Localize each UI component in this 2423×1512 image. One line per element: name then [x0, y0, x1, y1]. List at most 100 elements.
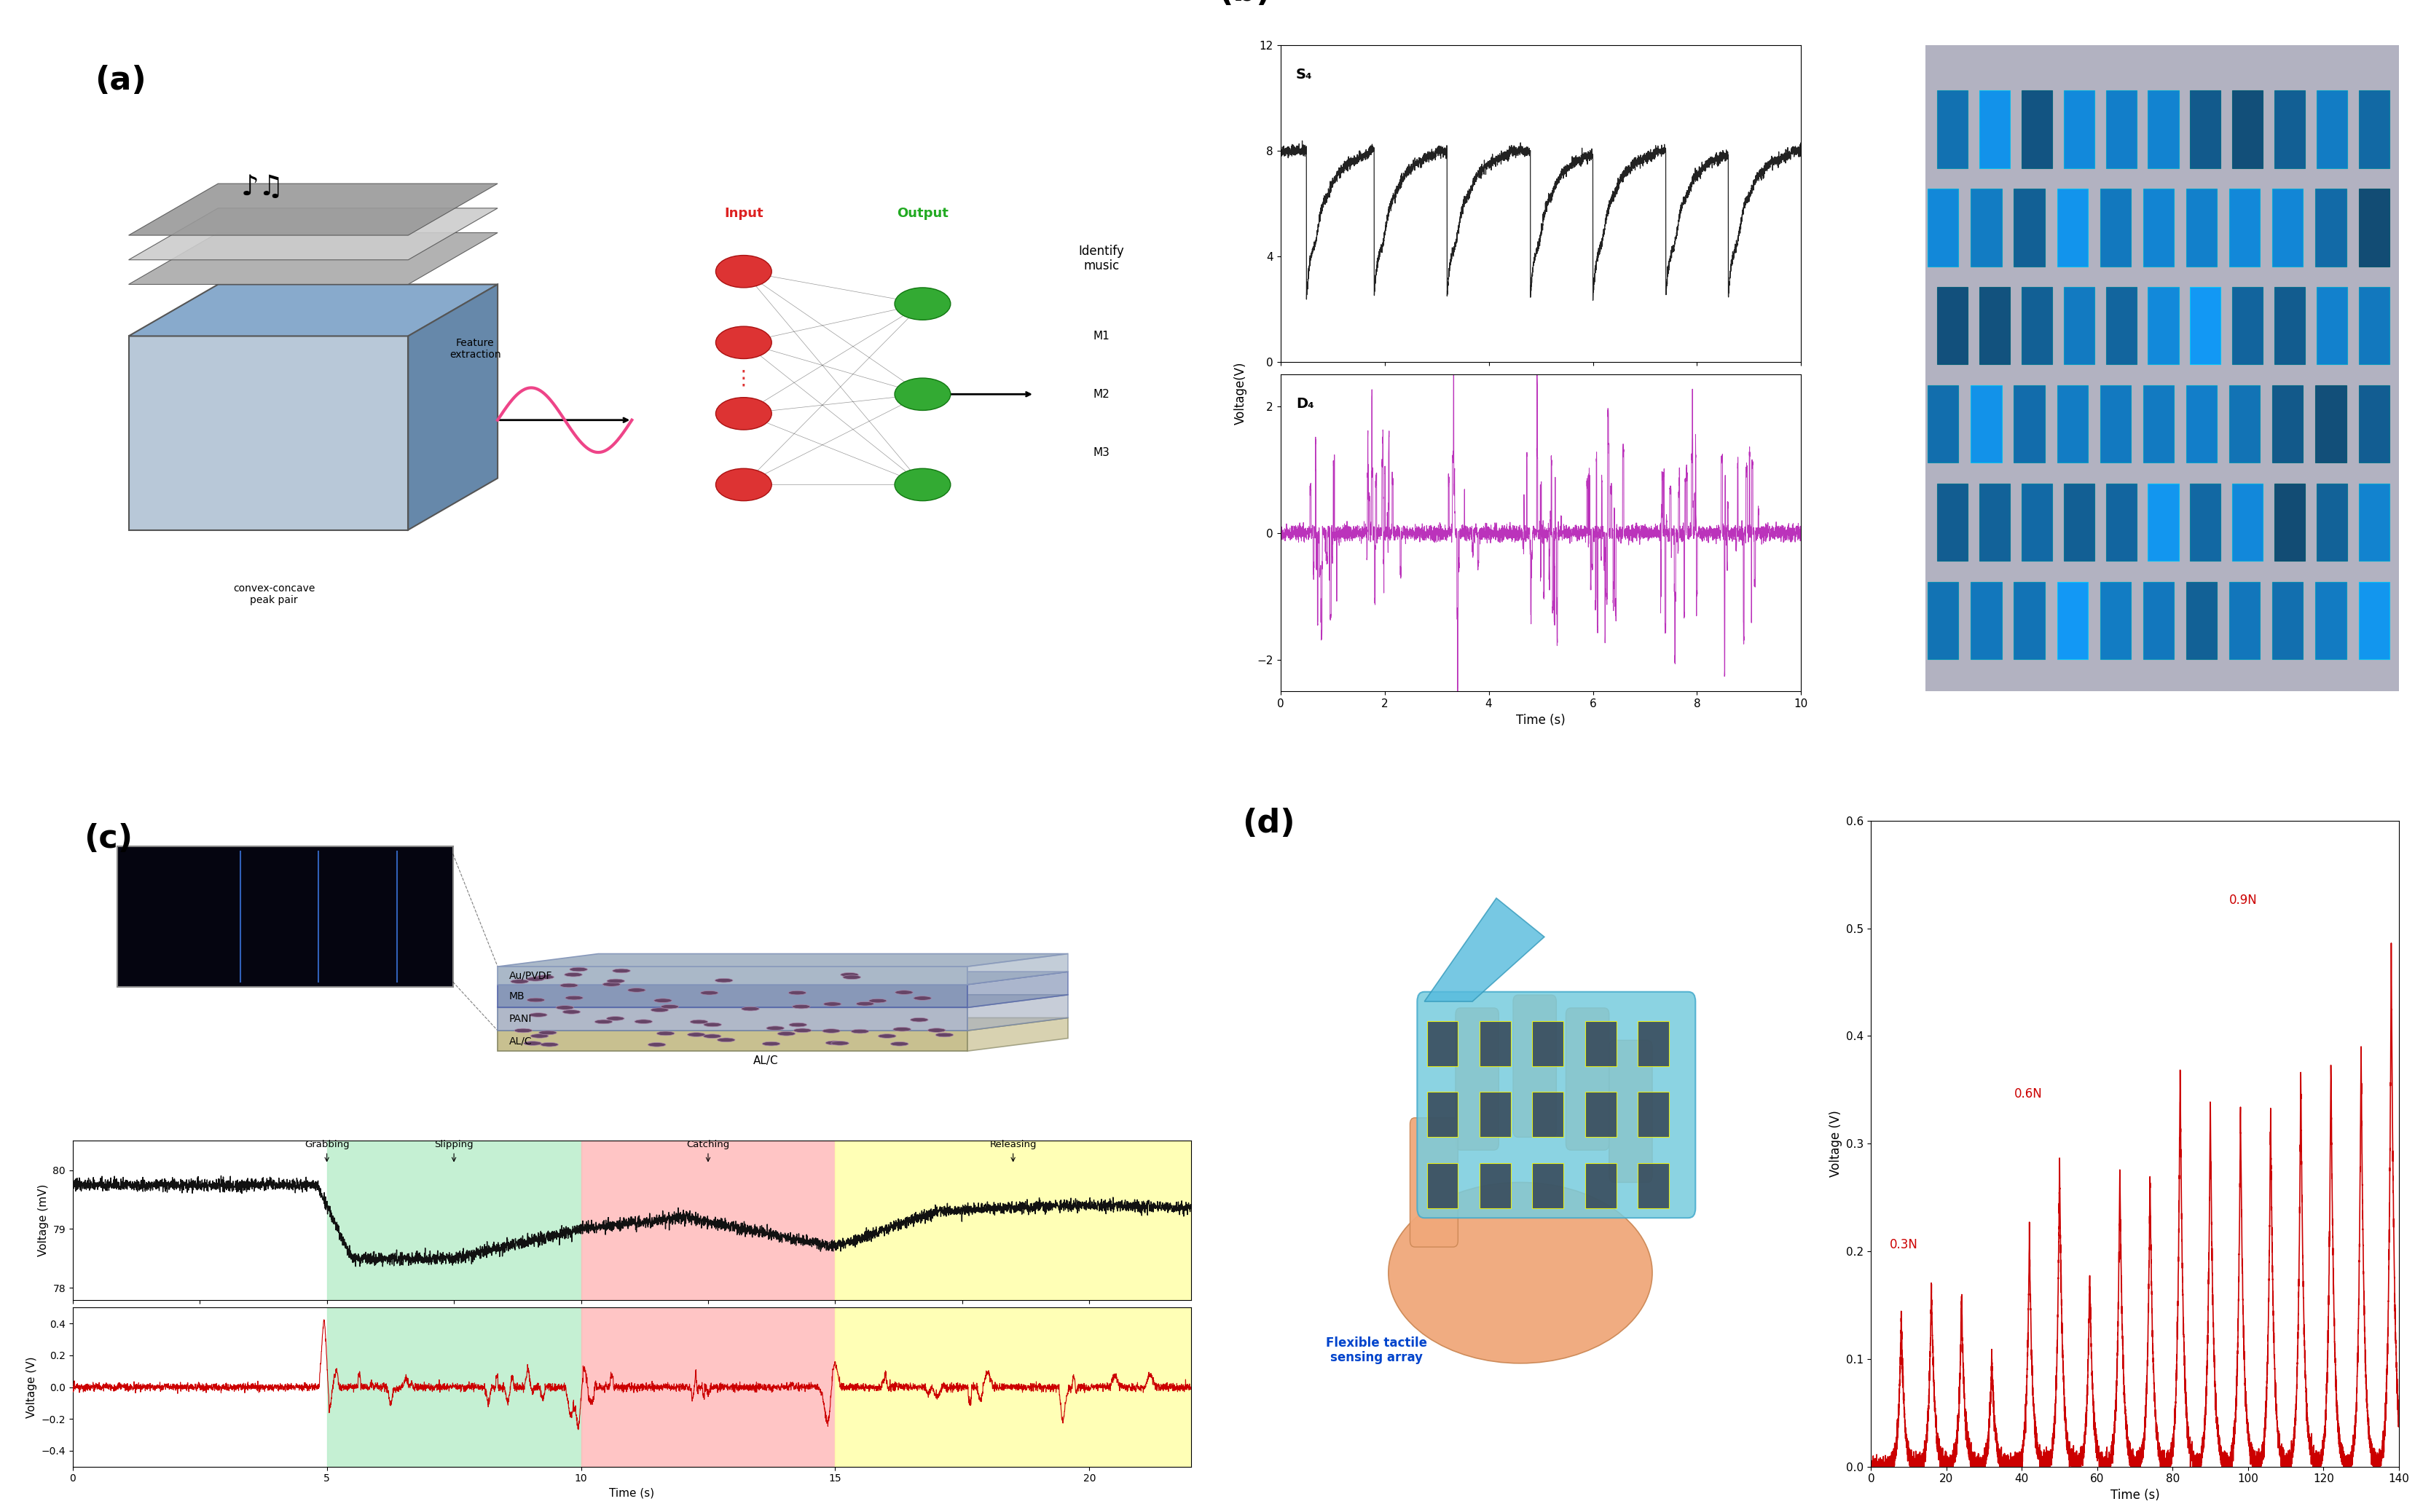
Circle shape — [560, 983, 579, 987]
Circle shape — [635, 1019, 652, 1024]
Bar — [2021, 91, 2052, 168]
Text: Output: Output — [897, 207, 947, 219]
Circle shape — [894, 287, 950, 321]
Text: Identify
music: Identify music — [1078, 245, 1124, 272]
Bar — [376, 978, 431, 981]
Text: Flexible tactile
sensing array: Flexible tactile sensing array — [1325, 1337, 1427, 1364]
Circle shape — [538, 1031, 557, 1034]
Bar — [2106, 91, 2137, 168]
Ellipse shape — [1388, 1182, 1652, 1364]
Bar — [2273, 582, 2304, 659]
Circle shape — [657, 1031, 674, 1036]
Bar — [2057, 386, 2089, 463]
Text: PANI: PANI — [509, 1015, 531, 1024]
Circle shape — [565, 996, 584, 999]
Text: MB: MB — [509, 990, 526, 1001]
Bar — [2057, 582, 2089, 659]
Text: ♪♫: ♪♫ — [240, 174, 283, 201]
Text: Catching: Catching — [686, 1140, 729, 1161]
Bar — [2101, 189, 2130, 266]
Circle shape — [606, 1016, 625, 1021]
Text: Releasing: Releasing — [989, 1140, 1037, 1161]
Bar — [1427, 1021, 1459, 1066]
Circle shape — [790, 1022, 807, 1027]
Bar — [2358, 287, 2389, 364]
FancyBboxPatch shape — [1565, 1009, 1609, 1151]
Bar — [1585, 1163, 1616, 1208]
Circle shape — [703, 1022, 722, 1027]
Bar — [1480, 1021, 1512, 1066]
Circle shape — [843, 975, 860, 980]
Circle shape — [894, 378, 950, 410]
Bar — [1585, 1021, 1616, 1066]
Circle shape — [717, 1037, 734, 1042]
Bar — [2316, 287, 2348, 364]
Circle shape — [792, 1004, 809, 1009]
Circle shape — [870, 999, 887, 1002]
Bar — [327, 1308, 582, 1467]
Bar — [1929, 386, 1958, 463]
Polygon shape — [497, 972, 1069, 984]
Bar — [2186, 386, 2217, 463]
Bar — [836, 1140, 1192, 1300]
Bar — [2273, 386, 2304, 463]
Bar — [1480, 1163, 1512, 1208]
Circle shape — [715, 327, 771, 358]
Bar — [2021, 484, 2052, 561]
Polygon shape — [128, 183, 497, 236]
Polygon shape — [967, 954, 1069, 984]
Circle shape — [821, 1028, 841, 1033]
Text: M1: M1 — [1093, 331, 1110, 342]
Text: D₄: D₄ — [1296, 396, 1313, 411]
Bar — [1427, 1092, 1459, 1137]
Bar — [1929, 189, 1958, 266]
Bar — [2144, 582, 2173, 659]
Bar — [73, 1308, 327, 1467]
Circle shape — [526, 977, 545, 981]
Bar — [1970, 189, 2001, 266]
Bar — [2057, 189, 2089, 266]
Circle shape — [603, 983, 620, 986]
Circle shape — [894, 469, 950, 500]
Circle shape — [894, 1027, 911, 1031]
Polygon shape — [497, 1018, 1069, 1031]
Circle shape — [855, 1002, 875, 1005]
Bar — [2316, 386, 2345, 463]
Bar — [582, 1308, 836, 1467]
Text: (b): (b) — [1219, 0, 1272, 8]
Bar — [116, 847, 453, 987]
Circle shape — [528, 1013, 548, 1018]
Circle shape — [654, 998, 671, 1002]
Bar — [2316, 582, 2345, 659]
Text: convex-concave
peak pair: convex-concave peak pair — [233, 584, 315, 605]
Bar — [2190, 484, 2222, 561]
Bar — [2275, 484, 2304, 561]
Bar — [1980, 484, 2011, 561]
Circle shape — [688, 1033, 705, 1037]
Bar — [2358, 91, 2389, 168]
Polygon shape — [497, 1007, 967, 1031]
Circle shape — [700, 990, 717, 995]
Circle shape — [911, 1018, 928, 1022]
Circle shape — [826, 1040, 843, 1045]
Text: S₄: S₄ — [1296, 68, 1313, 82]
Bar — [1638, 1163, 1669, 1208]
Circle shape — [531, 1034, 548, 1039]
Bar — [1980, 287, 2011, 364]
X-axis label: Time (s): Time (s) — [1517, 714, 1565, 727]
Bar — [2232, 484, 2263, 561]
Bar — [2229, 386, 2261, 463]
Bar — [2101, 386, 2130, 463]
Circle shape — [628, 987, 645, 992]
Polygon shape — [128, 284, 497, 336]
Circle shape — [715, 978, 732, 983]
Text: AL/C: AL/C — [509, 1036, 533, 1046]
Circle shape — [594, 1019, 613, 1024]
FancyBboxPatch shape — [1410, 1117, 1459, 1247]
Circle shape — [562, 1010, 582, 1015]
FancyBboxPatch shape — [1609, 1040, 1652, 1182]
Text: Au/PVDF: Au/PVDF — [509, 971, 552, 981]
Text: Feature
extraction: Feature extraction — [451, 339, 502, 360]
Circle shape — [523, 1042, 543, 1045]
Circle shape — [691, 1019, 708, 1024]
